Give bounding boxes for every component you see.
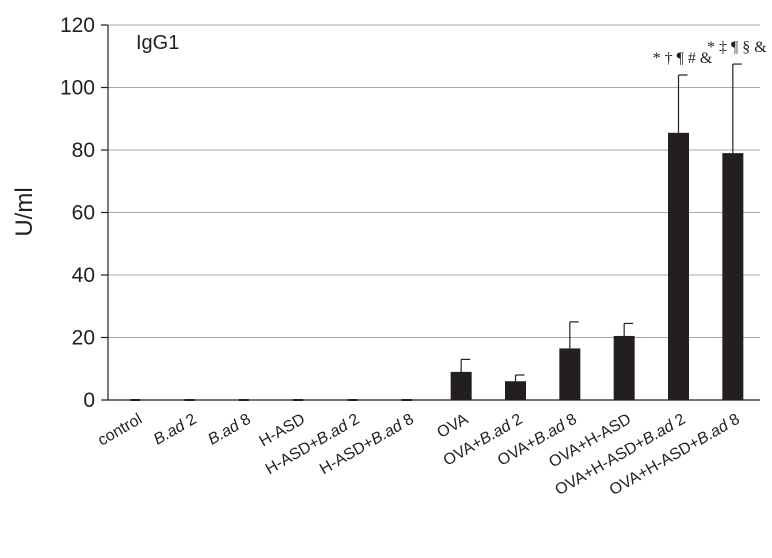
y-tick-label: 40 <box>72 264 95 287</box>
annotation-label: * † ¶ # & <box>653 50 713 67</box>
x-tick-label: B.ad 2 <box>151 411 200 449</box>
x-tick-label: H-ASD+B.ad 2 <box>263 411 363 478</box>
gridlines <box>108 24 760 338</box>
y-tick-label: 80 <box>72 139 95 162</box>
bar <box>450 371 472 400</box>
y-tick-label: 60 <box>72 202 95 225</box>
y-tick-label: 0 <box>83 389 95 412</box>
y-tick-label: 120 <box>60 14 95 37</box>
panel-title: IgG1 <box>136 32 179 54</box>
x-tick-label: OVA <box>434 411 471 442</box>
x-tick-label: H-ASD+B.ad 8 <box>317 411 417 478</box>
bar <box>668 132 689 400</box>
bar <box>505 381 526 400</box>
y-tick-label: 20 <box>72 327 95 350</box>
bar <box>559 348 581 400</box>
significance-annotations: * † ¶ # &* ‡ ¶ § & <box>653 39 768 67</box>
axes <box>101 24 760 401</box>
annotation-label: * ‡ ¶ § & <box>707 39 767 56</box>
bars <box>130 132 744 401</box>
x-tick-label: B.ad 8 <box>205 411 254 449</box>
y-tick-labels: 0 20 40 60 80 100 120 <box>60 14 95 412</box>
bar <box>722 153 744 400</box>
y-tick-label: 100 <box>60 77 95 100</box>
x-tick-label: control <box>95 411 145 450</box>
y-axis-label: U/ml <box>11 187 38 236</box>
bar <box>613 335 635 400</box>
error-bars <box>460 63 742 382</box>
